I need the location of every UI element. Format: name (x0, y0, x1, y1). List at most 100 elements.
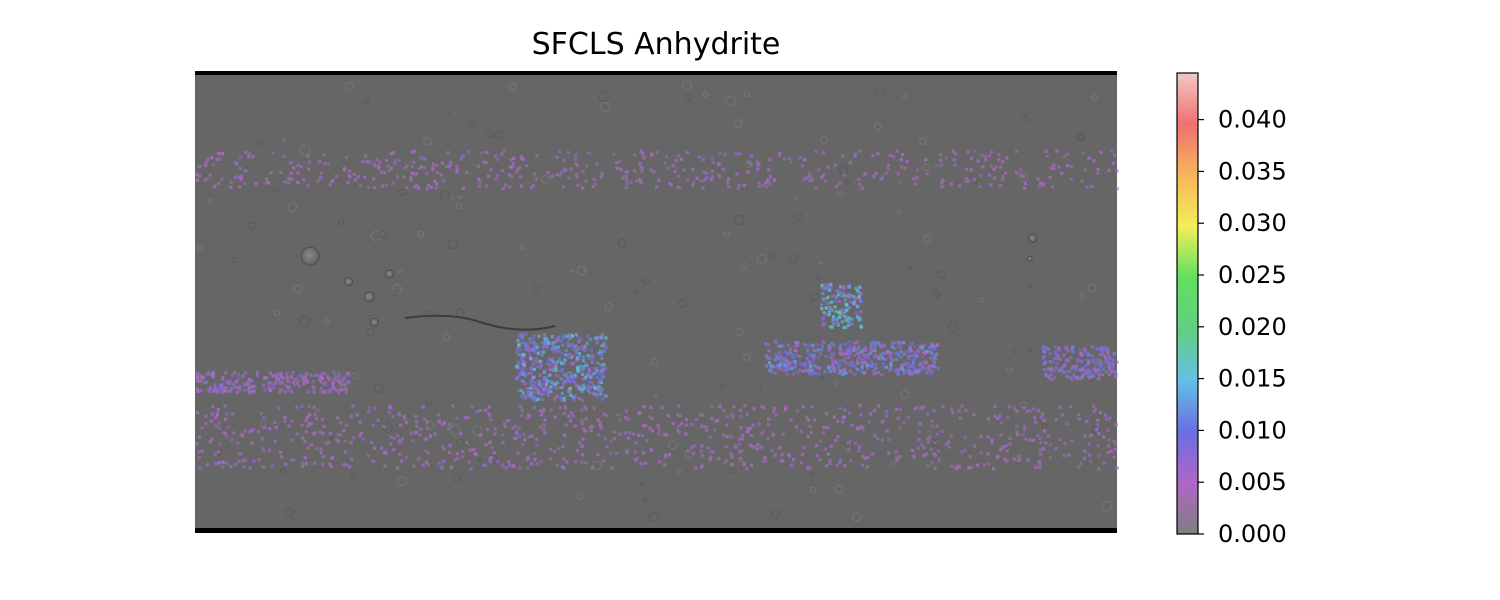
heat-cell (788, 347, 792, 351)
heat-cell (801, 452, 805, 456)
heat-cell (748, 426, 752, 430)
heat-cell (233, 462, 237, 466)
heat-cell (849, 459, 853, 463)
heat-cell (912, 453, 916, 458)
heat-cell (1088, 459, 1093, 463)
heat-cell (909, 354, 913, 359)
heat-cell (841, 154, 845, 158)
heat-cell (700, 424, 704, 428)
heat-cell (614, 451, 619, 455)
heat-cell (413, 185, 417, 189)
heat-cell (502, 149, 506, 153)
heat-cell (602, 343, 606, 347)
heat-cell (926, 366, 930, 370)
heat-cell (850, 322, 854, 326)
heat-cell (1111, 358, 1115, 362)
heat-cell (835, 361, 839, 365)
heat-cell (557, 349, 561, 353)
heat-cell (796, 343, 800, 347)
heat-cell (802, 158, 806, 162)
heat-cell (832, 343, 836, 347)
heat-cell (442, 179, 446, 183)
heat-cell (972, 444, 976, 448)
heat-cell (514, 424, 518, 428)
heat-cell (676, 413, 680, 417)
heat-cell (1071, 350, 1075, 354)
heat-cell (835, 463, 839, 468)
heat-cell (542, 370, 546, 374)
heat-cell (832, 322, 836, 326)
heat-cell (865, 465, 869, 469)
heat-cell (806, 466, 810, 470)
heat-cell (199, 389, 203, 393)
crater (947, 322, 958, 333)
heat-cell (591, 392, 595, 396)
heat-cell (350, 457, 354, 461)
heat-cell (641, 434, 645, 438)
heat-cell (932, 409, 936, 413)
heat-cell (891, 341, 895, 345)
heat-cell (898, 407, 902, 411)
heat-cell (958, 416, 962, 420)
crater (197, 245, 204, 251)
heat-cell (242, 465, 246, 469)
heat-cell (844, 318, 848, 322)
heat-cell (785, 372, 789, 376)
heat-cell (595, 340, 599, 344)
heat-cell (518, 332, 522, 336)
heat-cell (1092, 409, 1096, 414)
heat-cell (950, 464, 954, 468)
heat-cell (863, 355, 868, 359)
heat-cell (207, 390, 211, 394)
heat-cell (838, 351, 842, 355)
heat-cell (635, 179, 639, 183)
heat-cell (964, 408, 968, 412)
heat-cell (710, 416, 714, 421)
heat-cell (969, 168, 973, 172)
heat-cell (590, 381, 594, 385)
heat-cell (344, 423, 348, 427)
heat-cell (827, 285, 831, 289)
heat-cell (532, 172, 536, 176)
crater (743, 353, 751, 361)
heat-cell (1014, 171, 1018, 175)
heat-cell (960, 450, 964, 454)
heat-cell (342, 463, 346, 467)
heat-cell (226, 381, 230, 385)
heat-cell (972, 413, 976, 417)
heat-cell (312, 390, 316, 394)
heat-cell (339, 383, 343, 387)
heat-cell (584, 407, 588, 411)
heat-cell (848, 340, 852, 344)
heat-cell (529, 381, 533, 385)
heat-cell (581, 383, 586, 387)
heat-cell (921, 407, 925, 411)
heat-cell (415, 430, 419, 435)
heat-cell (343, 439, 347, 443)
heat-cell (592, 178, 596, 182)
heat-cell (1076, 358, 1080, 362)
heat-cell (338, 387, 342, 391)
heat-cell (522, 363, 527, 367)
heat-cell (318, 160, 322, 164)
heat-cell (303, 439, 307, 444)
heat-cell (933, 466, 937, 470)
heat-cell (211, 373, 215, 377)
heat-cell (296, 379, 300, 383)
heat-cell (997, 158, 1001, 162)
heat-cell (853, 341, 857, 345)
heat-cell (818, 366, 822, 370)
heat-cell (577, 397, 581, 401)
heat-cell (241, 459, 245, 463)
heat-cell (532, 452, 536, 456)
heat-cell (844, 302, 848, 306)
heat-cell (445, 164, 449, 169)
heat-cell (745, 467, 749, 471)
heat-cell (581, 186, 585, 190)
heat-cell (521, 443, 525, 447)
heat-cell (528, 340, 532, 344)
heat-cell (569, 362, 573, 366)
heat-cell (539, 385, 543, 389)
heat-cell (195, 387, 200, 391)
heat-cell (570, 334, 575, 338)
